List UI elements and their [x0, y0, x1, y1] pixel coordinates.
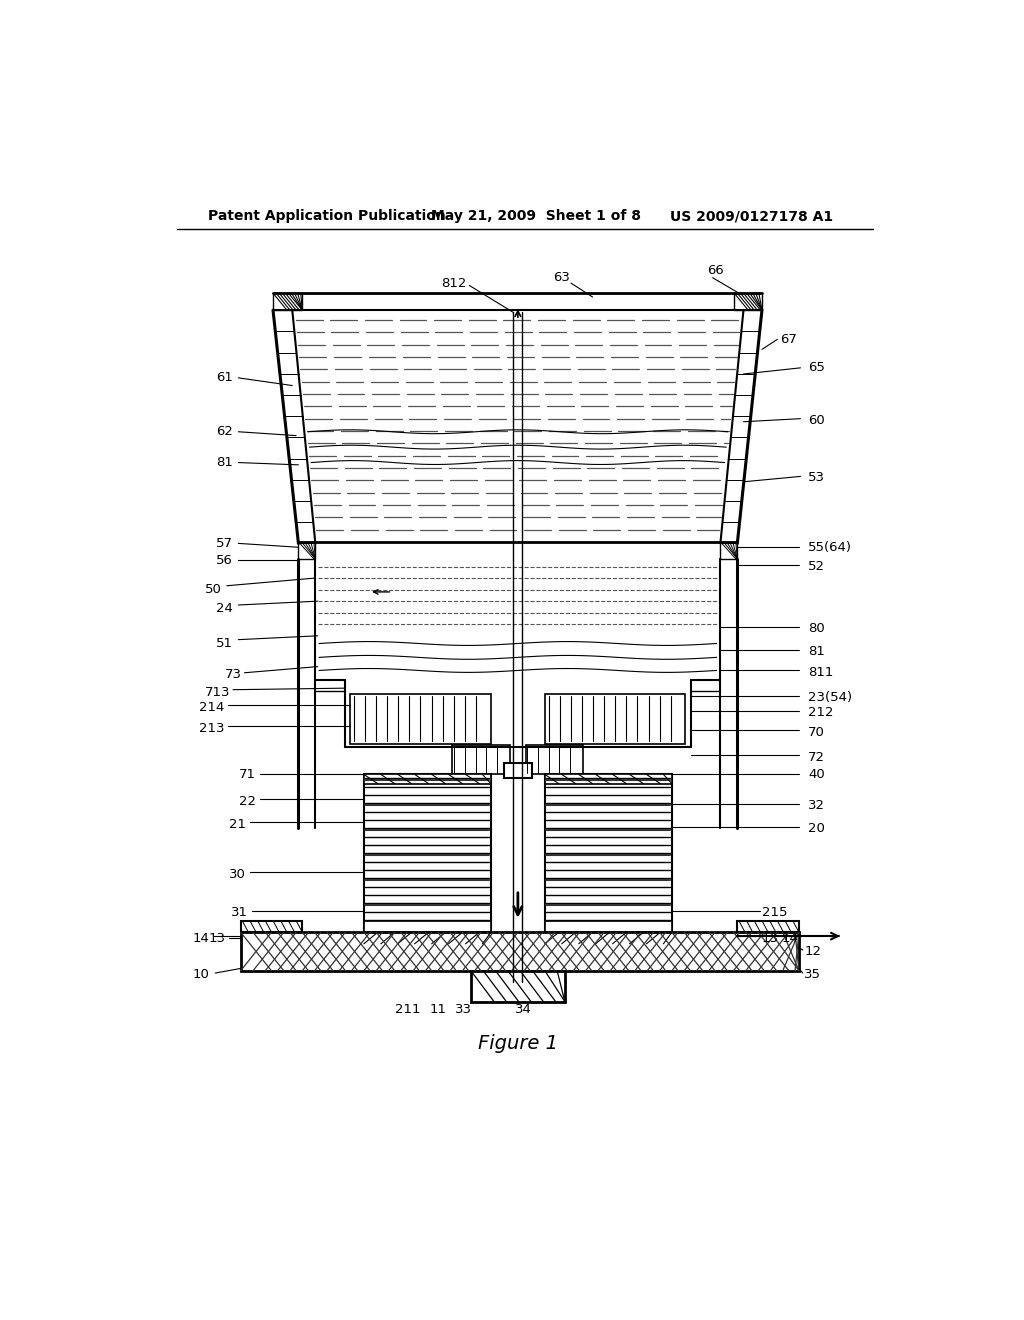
Text: 81: 81 — [216, 455, 233, 469]
Text: 20: 20 — [808, 822, 825, 834]
Text: 32: 32 — [808, 799, 825, 812]
Bar — [504, 763, 531, 779]
Text: 65: 65 — [808, 362, 825, 375]
Text: 53: 53 — [808, 471, 825, 484]
Bar — [350, 693, 490, 743]
Bar — [525, 744, 584, 775]
Text: 71: 71 — [239, 768, 256, 781]
Text: 62: 62 — [216, 425, 233, 438]
Text: 50: 50 — [205, 583, 221, 597]
Bar — [298, 543, 315, 558]
Text: 212: 212 — [808, 706, 834, 719]
Text: 40: 40 — [808, 768, 825, 781]
Text: 12: 12 — [804, 945, 821, 958]
Text: 23(54): 23(54) — [808, 690, 852, 704]
Text: 55(64): 55(64) — [808, 541, 852, 554]
Text: 67: 67 — [780, 333, 798, 346]
Text: 73: 73 — [225, 668, 243, 681]
Text: 61: 61 — [216, 371, 233, 384]
Text: US 2009/0127178 A1: US 2009/0127178 A1 — [670, 209, 833, 223]
Text: 13: 13 — [208, 932, 225, 945]
Text: 30: 30 — [229, 869, 246, 880]
Bar — [364, 775, 490, 784]
Text: May 21, 2009  Sheet 1 of 8: May 21, 2009 Sheet 1 of 8 — [431, 209, 641, 223]
Bar — [241, 932, 799, 970]
Text: 10: 10 — [193, 968, 210, 981]
Text: 811: 811 — [808, 667, 834, 680]
Bar — [545, 775, 672, 932]
Bar — [545, 775, 672, 784]
Text: 52: 52 — [808, 560, 825, 573]
Text: 24: 24 — [216, 602, 233, 615]
Bar — [545, 921, 672, 932]
Text: 11: 11 — [430, 1003, 447, 1016]
Text: 21: 21 — [229, 818, 246, 832]
Text: 81: 81 — [808, 644, 825, 657]
Text: 35: 35 — [804, 968, 821, 981]
Bar — [720, 543, 737, 558]
Text: 80: 80 — [808, 622, 825, 635]
Text: Patent Application Publication: Patent Application Publication — [208, 209, 445, 223]
Text: 13: 13 — [762, 932, 779, 945]
Text: 22: 22 — [239, 795, 256, 808]
Text: 812: 812 — [441, 277, 467, 289]
Text: 57: 57 — [216, 537, 233, 550]
Bar — [241, 921, 302, 932]
Text: 56: 56 — [216, 554, 233, 566]
Text: 215: 215 — [762, 907, 787, 920]
Bar — [364, 775, 490, 932]
Text: Figure 1: Figure 1 — [478, 1035, 558, 1053]
Text: 34: 34 — [515, 1003, 531, 1016]
Text: 33: 33 — [455, 1003, 472, 1016]
Text: 51: 51 — [216, 638, 233, 649]
Bar — [545, 693, 685, 743]
Bar — [734, 293, 762, 310]
Text: 14: 14 — [781, 932, 798, 945]
Text: 211: 211 — [395, 1003, 421, 1016]
Text: 60: 60 — [808, 413, 825, 426]
Text: 63: 63 — [553, 271, 570, 284]
Text: 214: 214 — [199, 701, 224, 714]
Bar — [453, 744, 510, 775]
Text: 14: 14 — [193, 932, 210, 945]
Text: 713: 713 — [205, 685, 230, 698]
Bar — [471, 970, 565, 1002]
Bar — [737, 921, 799, 932]
Text: 66: 66 — [708, 264, 724, 277]
Text: 70: 70 — [808, 726, 825, 739]
Text: 31: 31 — [231, 907, 249, 920]
Text: 72: 72 — [808, 751, 825, 764]
Text: 213: 213 — [199, 722, 224, 735]
Bar — [273, 293, 302, 310]
Bar — [364, 921, 490, 932]
